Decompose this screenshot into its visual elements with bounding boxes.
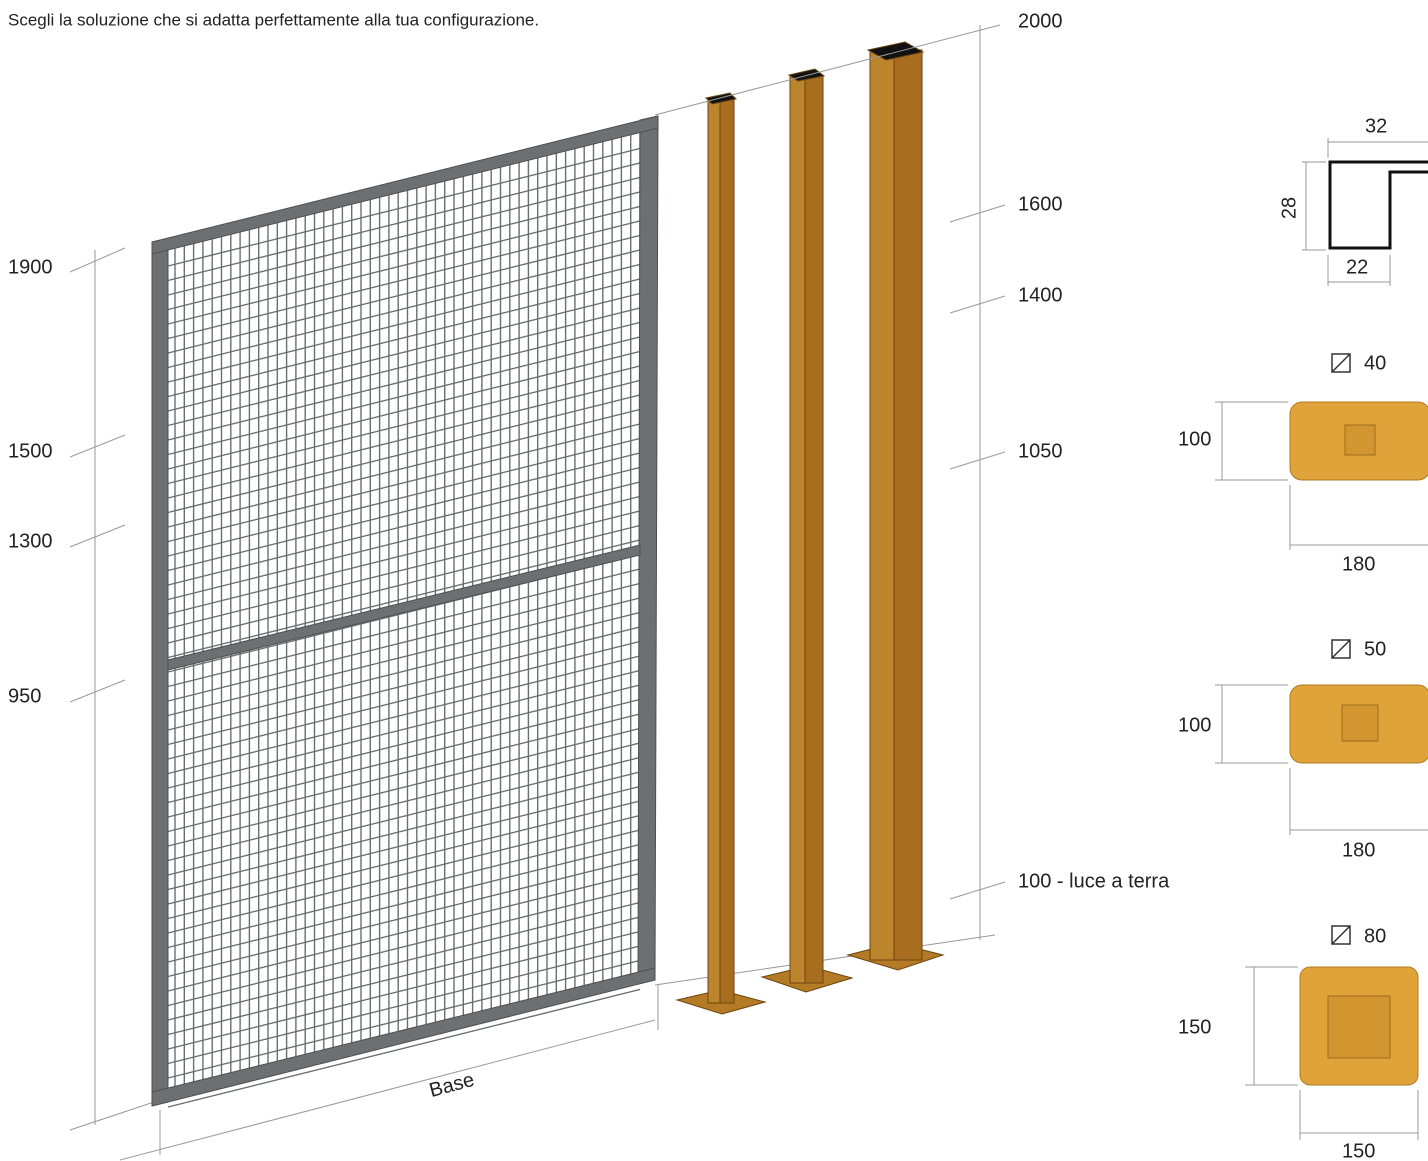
mesh-wire: [167, 220, 641, 340]
mesh-wire: [167, 988, 641, 1108]
mesh-wire: [167, 684, 641, 804]
panel-height-label: 1300: [8, 530, 53, 552]
mesh-wire: [167, 800, 641, 920]
mesh-wire: [167, 727, 641, 847]
base-label: Base: [427, 1069, 477, 1102]
mesh-wire: [167, 205, 641, 325]
plate-width-label: 180: [1342, 839, 1375, 861]
plate-height-label: 100: [1178, 428, 1211, 450]
mesh-wire: [167, 278, 641, 398]
panel-height-label: 1900: [8, 256, 53, 278]
mesh-wire: [167, 481, 641, 601]
mesh-wire: [167, 539, 641, 659]
mesh-panel: [167, 128, 641, 1108]
mesh-wire: [167, 176, 641, 296]
plate-height-label: 100: [1178, 714, 1211, 736]
panel-dimension-lines: [69, 247, 996, 1161]
mesh-wire: [167, 336, 641, 456]
plate-width-label: 180: [1342, 553, 1375, 575]
profile-height-label: 28: [1278, 197, 1300, 219]
plate-size-label: 80: [1364, 925, 1386, 947]
post-height-label: 1400: [1018, 284, 1063, 306]
mesh-wire: [167, 829, 641, 949]
mesh-wire: [167, 234, 641, 354]
post-height-label: 1050: [1018, 440, 1063, 462]
mesh-wire: [167, 887, 641, 1007]
mesh-wire: [167, 669, 641, 789]
mesh-wire: [167, 263, 641, 383]
mesh-wire: [167, 858, 641, 978]
base-plate: [1245, 925, 1419, 1140]
mesh-wire: [167, 408, 641, 528]
mesh-wire: [167, 379, 641, 499]
mesh-wire: [167, 466, 641, 586]
plate-height-label: 150: [1178, 1016, 1211, 1038]
mesh-wire: [167, 292, 641, 412]
mesh-wire: [167, 510, 641, 630]
mesh-wire: [167, 655, 641, 775]
mesh-wire: [167, 626, 641, 746]
mesh-wire: [167, 843, 641, 963]
posts: [675, 41, 945, 1015]
base-plate: [1215, 639, 1428, 835]
plate-width-label: 150: [1342, 1140, 1375, 1161]
mesh-wire: [167, 321, 641, 441]
mesh-wire: [167, 771, 641, 891]
mesh-wire: [167, 872, 641, 992]
mesh-wire: [167, 611, 641, 731]
post-height-label: 100 - luce a terra: [1018, 870, 1170, 892]
intro-text: Scegli la soluzione che si adatta perfet…: [8, 10, 539, 29]
mesh-wire: [167, 423, 641, 543]
mesh-wire: [167, 814, 641, 934]
mesh-wire: [167, 756, 641, 876]
mesh-wire: [167, 394, 641, 514]
base-plate: [1215, 353, 1428, 550]
plate-size-label: 40: [1364, 352, 1386, 374]
panel-frame: [151, 115, 659, 1107]
mesh-wire: [167, 191, 641, 311]
mesh-wire: [167, 901, 641, 1021]
mesh-wire: [167, 785, 641, 905]
mesh-wire: [167, 568, 641, 688]
mesh-wire: [167, 452, 641, 572]
mesh-wire: [167, 249, 641, 369]
mesh-wire: [167, 713, 641, 833]
mesh-wire: [167, 597, 641, 717]
plate-size-label: 50: [1364, 638, 1386, 660]
post-dimension-lines: [654, 24, 1006, 940]
post-height-label: 2000: [1018, 10, 1063, 32]
mesh-wire: [167, 930, 641, 1050]
mesh-wire: [167, 437, 641, 557]
mesh-wire: [167, 945, 641, 1065]
mesh-wire: [167, 147, 641, 267]
mesh-wire: [167, 524, 641, 644]
profile-width-label: 32: [1365, 115, 1387, 137]
profile-width-label: 22: [1346, 256, 1368, 278]
panel-height-label: 1500: [8, 440, 53, 462]
mesh-wire: [167, 916, 641, 1036]
mesh-wire: [167, 350, 641, 470]
mesh-wire: [167, 640, 641, 760]
mesh-wire: [167, 495, 641, 615]
panel-height-label: 950: [8, 685, 41, 707]
mesh-wire: [167, 959, 641, 1079]
mesh-wire: [167, 698, 641, 818]
mesh-wire: [167, 582, 641, 702]
mesh-wire: [167, 307, 641, 427]
mesh-wire: [167, 742, 641, 862]
profile-section: [1302, 138, 1428, 286]
mesh-wire: [167, 365, 641, 485]
post-height-label: 1600: [1018, 193, 1063, 215]
mesh-wire: [167, 162, 641, 282]
